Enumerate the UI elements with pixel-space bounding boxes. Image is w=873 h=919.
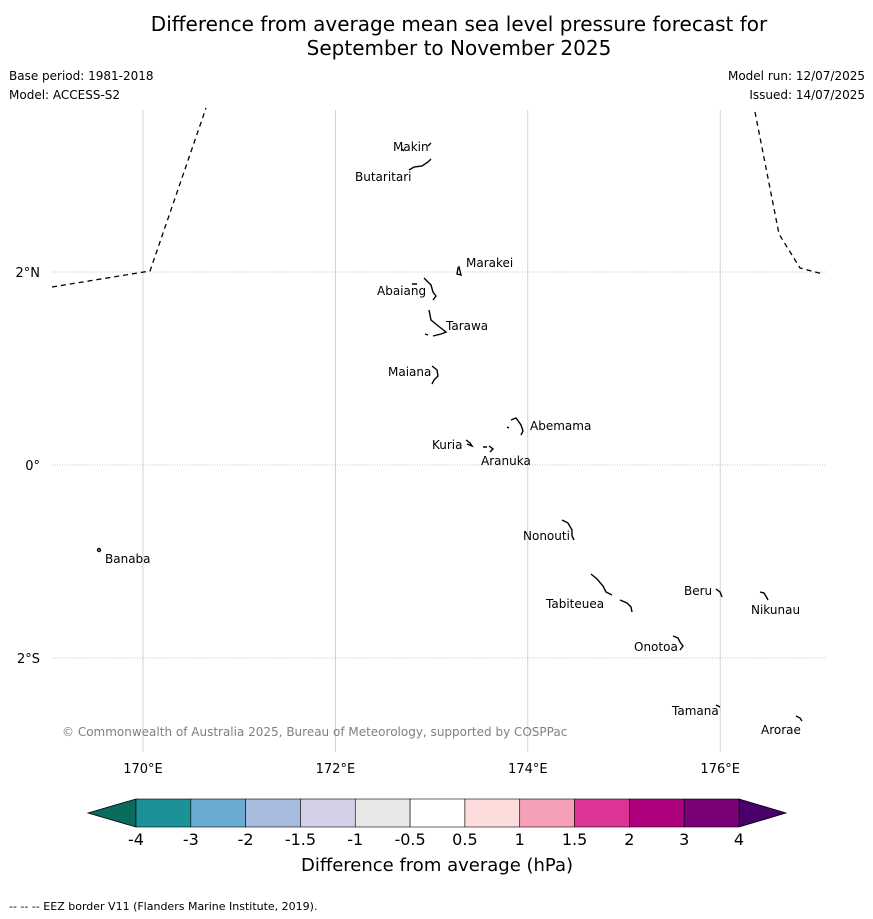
colorbar-segment: [190, 798, 246, 828]
lon-tick-label: 172°E: [316, 762, 356, 777]
meta-left: Base period: 1981-2018 Model: ACCESS-S2: [9, 69, 154, 107]
island-outline-abaiang: [412, 277, 437, 301]
colorbar-segment: [574, 798, 630, 828]
colorbar-segment: [629, 798, 685, 828]
lon-tick-label: 170°E: [123, 762, 163, 777]
colorbar-over-arrow: [738, 798, 788, 828]
island-label-abaiang: Abaiang: [377, 284, 426, 298]
colorbar-tick-label: -3: [183, 830, 199, 849]
colorbar-segment: [464, 798, 521, 828]
eez-borders: [51, 107, 824, 288]
chart-title: Difference from average mean sea level p…: [0, 12, 873, 60]
eez-border-east: [754, 111, 824, 275]
colorbar-tick-label: 3: [679, 830, 689, 849]
eez-border-west: [51, 107, 207, 288]
island-label-onotoa: Onotoa: [634, 640, 678, 654]
island-label-tamana: Tamana: [671, 704, 719, 718]
colorbar-segment: [245, 798, 301, 828]
eez-footnote: -- -- -- EEZ border V11 (Flanders Marine…: [9, 900, 318, 913]
colorbar: -4 -3 -2 -1.5 -1 -0.5 0.5 1 1.5 2 3 4 Difference fro…: [86, 798, 788, 876]
colorbar-segment: [300, 798, 356, 828]
map-grid: [52, 110, 826, 752]
island-outlines: [96, 142, 803, 722]
lon-tick-label: 176°E: [700, 762, 740, 777]
colorbar-label: Difference from average (hPa): [301, 855, 573, 876]
colorbar-tick-label: 4: [734, 830, 744, 849]
lat-tick-label: 2°N: [16, 266, 41, 281]
lon-tick-label: 174°E: [508, 762, 548, 777]
colorbar-segment: [519, 798, 575, 828]
island-label-marakei: Marakei: [466, 256, 513, 270]
colorbar-tick-label: 0.5: [452, 830, 477, 849]
island-outline-makin: [401, 142, 432, 152]
island-outline-tabiteuea: [590, 573, 633, 613]
island-outline-kuria: [465, 439, 474, 448]
island-label-butaritari: Butaritari: [355, 170, 412, 184]
base-period: Base period: 1981-2018: [9, 69, 154, 83]
island-label-nikunau: Nikunau: [751, 603, 800, 617]
island-outline-marakei: [456, 265, 462, 276]
copyright-note: © Commonwealth of Australia 2025, Bureau…: [62, 725, 567, 739]
axis-labels: 170°E 172°E 174°E 176°E 2°N 0° 2°S: [16, 266, 740, 777]
colorbar-segment: [135, 798, 192, 828]
colorbar-tick-label: -1: [347, 830, 363, 849]
title-line-2: September to November 2025: [306, 36, 612, 60]
colorbar-under-arrow: [86, 798, 137, 828]
island-outline-onotoa: [672, 635, 684, 651]
lat-tick-label: 0°: [25, 459, 40, 474]
island-label-tabiteuea: Tabiteuea: [545, 597, 604, 611]
lat-tick-label: 2°S: [17, 652, 40, 667]
colorbar-segment: [683, 798, 740, 828]
colorbar-tick-label: -4: [128, 830, 144, 849]
island-outline-maiana: [431, 365, 439, 385]
island-label-abemama: Abemama: [530, 419, 591, 433]
island-label-tarawa: Tarawa: [445, 319, 488, 333]
island-label-arorae: Arorae: [761, 723, 801, 737]
colorbar-tick-label: -2: [238, 830, 254, 849]
island-outline-banaba: [96, 547, 102, 553]
island-outline-nikunau: [759, 591, 769, 601]
island-labels: Makin Butaritari Marakei Abaiang Tarawa Maian…: [105, 140, 801, 737]
colorbar-tick-label: -0.5: [394, 830, 425, 849]
model-run: Model run: 12/07/2025: [727, 69, 865, 83]
colorbar-tick-label: 2: [624, 830, 634, 849]
colorbar-segment: [409, 798, 466, 828]
island-label-maiana: Maiana: [388, 365, 431, 379]
title-line-1: Difference from average mean sea level p…: [150, 12, 768, 36]
island-outline-arorae: [795, 715, 803, 722]
island-outline-tarawa: [424, 309, 448, 337]
colorbar-tick-label: -1.5: [285, 830, 316, 849]
island-label-makin: Makin: [393, 140, 429, 154]
island-label-nonouti: Nonouti: [523, 529, 570, 543]
island-label-banaba: Banaba: [105, 552, 151, 566]
island-label-beru: Beru: [684, 584, 712, 598]
meta-right: Model run: 12/07/2025 Issued: 14/07/2025: [728, 69, 865, 107]
island-outline-nonouti: [561, 519, 575, 541]
model-name: Model: ACCESS-S2: [9, 88, 121, 102]
colorbar-tick-label: 1: [515, 830, 525, 849]
island-outline-aranuka: [483, 445, 495, 453]
island-outline-abemama: [506, 417, 524, 436]
island-outline-beru: [715, 588, 723, 598]
island-outline-butaritari: [408, 158, 432, 171]
issued-date: Issued: 14/07/2025: [749, 88, 865, 102]
colorbar-segment: [354, 798, 411, 828]
island-label-aranuka: Aranuka: [481, 454, 531, 468]
island-label-kuria: Kuria: [432, 438, 463, 452]
colorbar-tick-label: 1.5: [562, 830, 587, 849]
island-outline-tamana: [715, 704, 721, 708]
